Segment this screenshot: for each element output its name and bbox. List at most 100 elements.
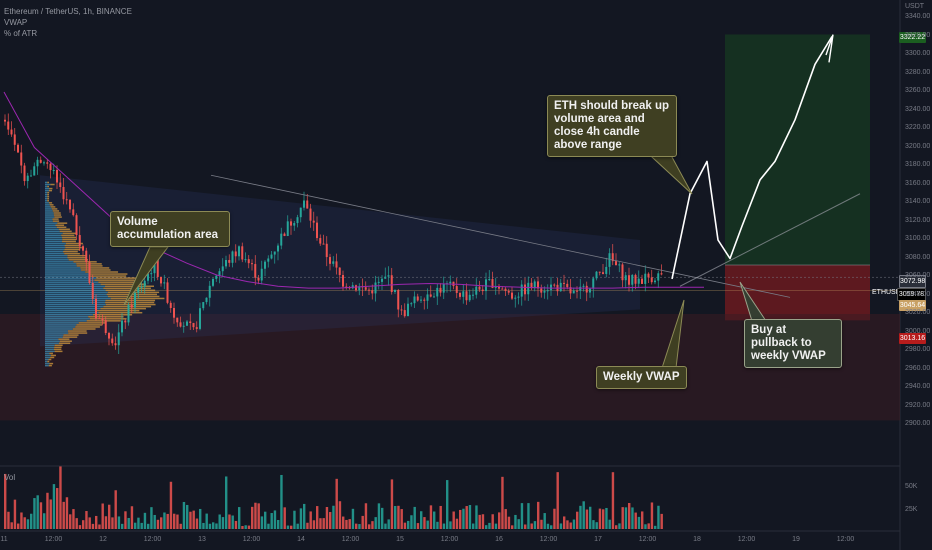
profile-bar-up (45, 189, 49, 192)
profile-bar-up (45, 307, 101, 310)
volume-bar (647, 523, 650, 529)
volume-bar (277, 519, 280, 529)
volume-bar (101, 503, 104, 529)
candle-body (442, 283, 445, 293)
volume-bar (563, 516, 566, 529)
profile-bar-up (45, 210, 53, 212)
profile-bar-down (90, 273, 128, 275)
profile-bar-up (45, 316, 89, 318)
projected-vwap-line (679, 193, 861, 287)
breakout-callout[interactable]: ETH should break up volume area and clos… (547, 95, 677, 157)
candle-body (507, 290, 510, 293)
y-tick-label: 3200.00 (905, 142, 931, 150)
candle-body (143, 280, 146, 287)
profile-bar-down (57, 222, 68, 224)
candle-body (251, 263, 253, 265)
candle-body (277, 245, 279, 252)
profile-bar-up (45, 250, 64, 253)
volume-bar (644, 524, 647, 529)
profile-bar-down (52, 220, 60, 222)
profile-bar-up (45, 195, 48, 198)
profile-bar-down (47, 360, 50, 363)
profile-bar-up (45, 350, 55, 353)
entry-price-tag: 3072.98 (899, 275, 926, 288)
candle-body (397, 290, 400, 310)
volume-bar (446, 480, 449, 529)
buy-callout[interactable]: Buy at pullback to weekly VWAP (744, 319, 842, 368)
volume-bar (312, 520, 316, 529)
target-price-tag: 3322.22 (899, 32, 926, 43)
volume-bar (303, 503, 306, 529)
candle-body (465, 291, 468, 301)
volume-area-callout[interactable]: Volume accumulation area (110, 211, 230, 247)
volume-bar (589, 506, 592, 529)
volume-bar (364, 503, 368, 529)
profile-bar-down (94, 279, 135, 281)
candle-body (631, 274, 634, 285)
candle-body (384, 276, 387, 279)
profile-bar-up (45, 364, 49, 367)
volume-bar (410, 515, 413, 529)
candle-body (182, 325, 185, 327)
candle-body (247, 259, 250, 264)
candle-body (228, 260, 231, 263)
profile-bar-down (62, 232, 78, 235)
volume-bar (634, 512, 637, 529)
volume-area-pointer (123, 246, 170, 306)
profile-bar-down (81, 269, 111, 271)
y-tick-label: 3220.00 (905, 124, 931, 131)
profile-bar-up (45, 212, 54, 214)
profile-bar-up (45, 326, 76, 328)
volume-bar (33, 498, 36, 529)
profile-bar-up (45, 206, 51, 208)
volume-bar (605, 507, 608, 529)
volume-bar (88, 517, 91, 529)
candle-body (400, 309, 403, 311)
profile-bar-down (64, 252, 80, 255)
candle-body (559, 282, 562, 292)
x-tick-label: 11 (0, 536, 8, 543)
candle-body (416, 296, 419, 301)
x-tick-label: 12:00 (737, 536, 756, 543)
volume-bar (205, 513, 208, 529)
profile-bar-down (49, 204, 54, 206)
profile-bar-up (45, 318, 90, 320)
volume-bar (257, 503, 260, 529)
profile-bar-down (58, 228, 70, 231)
symbol-tag: ETHUSDT (872, 289, 906, 296)
profile-bar-down (105, 299, 156, 302)
volume-bar (82, 520, 85, 529)
profile-bar-down (50, 206, 56, 208)
volume-bar (283, 507, 286, 529)
volume-bar (247, 525, 251, 529)
volume-bar (104, 516, 108, 529)
profile-bar-down (58, 342, 71, 344)
candle-body (605, 266, 608, 274)
profile-bar-down (47, 198, 50, 200)
candle-body (69, 199, 71, 210)
y-tick-label: 3140.00 (905, 198, 931, 205)
profile-bar-down (48, 189, 53, 192)
x-tick-label: 13 (198, 536, 206, 543)
candle-body (569, 287, 572, 294)
x-tick-label: 12:00 (44, 536, 63, 543)
profile-bar-up (45, 275, 90, 277)
candle-body (563, 282, 565, 284)
volume-bar (582, 501, 585, 529)
profile-bar-up (45, 198, 48, 200)
candle-body (527, 282, 530, 295)
volume-profile (45, 181, 165, 367)
profile-bar-down (47, 193, 49, 196)
profile-bar-down (67, 330, 87, 332)
volume-bar (140, 522, 143, 529)
volume-bar (215, 523, 218, 529)
volume-bar (121, 523, 124, 529)
profile-bar-up (45, 293, 107, 296)
volume-bar (657, 505, 660, 529)
candle-body (514, 297, 517, 299)
candle-body (403, 310, 406, 317)
candle-body (436, 287, 439, 297)
volume-bar (244, 525, 247, 529)
weekly-vwap-callout[interactable]: Weekly VWAP (596, 366, 687, 389)
